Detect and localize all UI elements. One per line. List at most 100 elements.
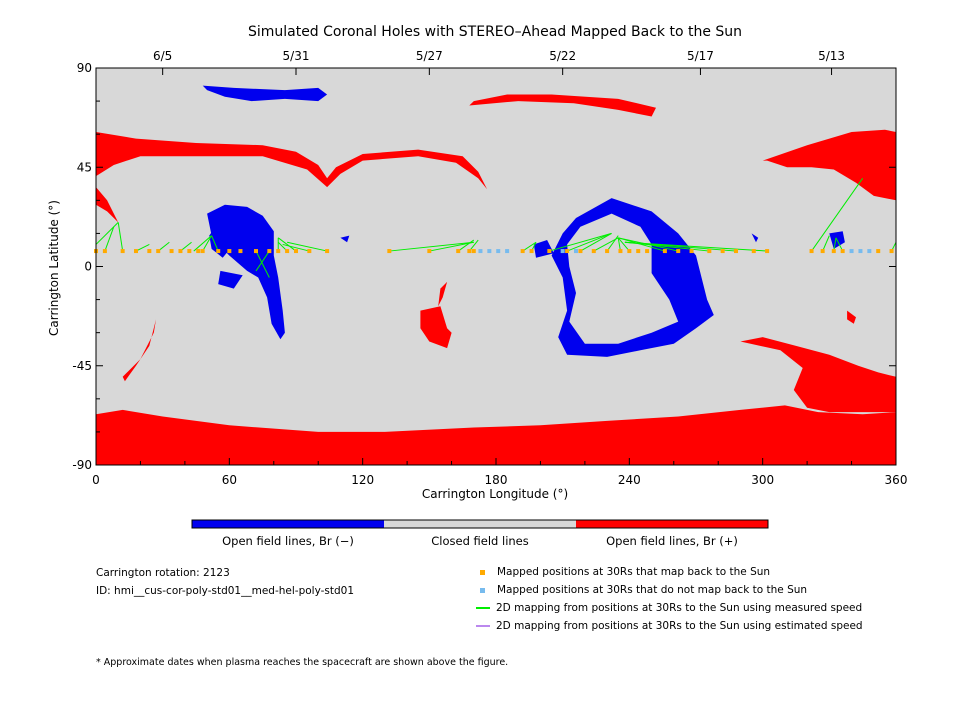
mapping-line bbox=[549, 232, 612, 252]
colorbar-label: Open field lines, Br (+) bbox=[606, 534, 738, 548]
mapped-point bbox=[707, 249, 712, 254]
mapping-line bbox=[617, 237, 621, 252]
legend-item-mapped: Mapped positions at 30Rs that map back t… bbox=[480, 566, 770, 578]
mapped-point bbox=[120, 249, 125, 254]
x-axis-label: Carrington Longitude (°) bbox=[422, 487, 568, 501]
unmapped-point bbox=[478, 249, 483, 254]
mapped-point bbox=[765, 249, 770, 254]
x-tick-label: 0 bbox=[92, 473, 100, 487]
mapping-line bbox=[104, 226, 115, 252]
mapping-line bbox=[833, 237, 837, 252]
mapped-point bbox=[831, 249, 836, 254]
x-tick-label: 300 bbox=[751, 473, 774, 487]
purple-line-icon bbox=[476, 625, 490, 627]
mapped-point bbox=[325, 249, 330, 254]
mapped-point bbox=[467, 249, 472, 254]
mapping-line bbox=[95, 222, 119, 245]
y-tick-label: 0 bbox=[84, 260, 92, 274]
mapped-point bbox=[471, 249, 476, 254]
mapped-point bbox=[578, 249, 583, 254]
mapped-point bbox=[662, 249, 667, 254]
mapping-line bbox=[522, 241, 537, 252]
mapped-point bbox=[427, 249, 432, 254]
mapped-point bbox=[720, 249, 725, 254]
mapped-point bbox=[156, 249, 161, 254]
mapping-line bbox=[202, 235, 212, 252]
mapped-point bbox=[676, 249, 681, 254]
negative-field-region bbox=[533, 240, 554, 258]
mapped-point bbox=[187, 249, 192, 254]
negative-field-region bbox=[202, 85, 328, 102]
mapping-line bbox=[811, 177, 864, 252]
top-date-label: 5/31 bbox=[283, 49, 310, 63]
mapped-point bbox=[178, 249, 183, 254]
legend-label: Mapped positions at 30Rs that do not map… bbox=[497, 584, 808, 596]
field-regions bbox=[96, 68, 896, 465]
unmapped-point bbox=[867, 249, 872, 254]
closed-field-background bbox=[96, 68, 896, 465]
mapping-lines bbox=[95, 177, 897, 278]
y-tick-label: 90 bbox=[77, 61, 92, 75]
y-axis-label: Carrington Latitude (°) bbox=[47, 200, 61, 336]
top-date-label: 5/27 bbox=[416, 49, 443, 63]
mapping-line bbox=[389, 241, 474, 252]
positive-field-region bbox=[420, 306, 452, 349]
positive-field-region bbox=[469, 94, 656, 117]
lightblue-square-icon bbox=[480, 587, 485, 593]
positive-field-region bbox=[96, 187, 119, 223]
mapped-point bbox=[216, 249, 221, 254]
positive-field-region bbox=[96, 405, 896, 465]
mapping-line bbox=[835, 237, 844, 252]
legend-item-measured: 2D mapping from positions at 30Rs to the… bbox=[476, 602, 862, 614]
mapping-line bbox=[117, 222, 124, 252]
mapping-line bbox=[566, 232, 612, 252]
unmapped-point bbox=[849, 249, 854, 254]
x-tick-label: 180 bbox=[485, 473, 508, 487]
mapped-point bbox=[294, 249, 298, 254]
top-date-label: 5/13 bbox=[818, 49, 845, 63]
mapped-point bbox=[565, 249, 570, 254]
colorbar: Open field lines, Br (−) Closed field lin… bbox=[191, 519, 769, 548]
positive-field-region bbox=[438, 281, 448, 307]
mapped-point bbox=[196, 249, 201, 254]
unmapped-point bbox=[496, 249, 501, 254]
colorbar-label: Open field lines, Br (−) bbox=[222, 534, 354, 548]
positive-field-region bbox=[762, 129, 896, 201]
mapping-line bbox=[255, 250, 270, 278]
x-tick-label: 120 bbox=[351, 473, 374, 487]
negative-field-region bbox=[218, 270, 243, 289]
x-tick-label: 60 bbox=[222, 473, 237, 487]
chart-title: Simulated Coronal Holes with STEREO–Ahea… bbox=[248, 24, 742, 40]
green-line-icon bbox=[476, 607, 490, 609]
mapping-line bbox=[211, 235, 219, 252]
mapped-point bbox=[254, 249, 258, 254]
positive-field-region bbox=[96, 132, 488, 190]
top-date-label: 6/5 bbox=[153, 49, 172, 63]
mapped-point bbox=[307, 249, 312, 254]
unmapped-point bbox=[487, 249, 492, 254]
mapped-point bbox=[840, 249, 845, 254]
mapping-line bbox=[193, 235, 212, 252]
mapped-point bbox=[520, 249, 525, 254]
positive-field-region bbox=[740, 337, 896, 413]
mapped-point bbox=[134, 249, 138, 254]
colorbar-frame bbox=[191, 519, 769, 529]
mapped-point bbox=[605, 249, 610, 254]
mapping-line bbox=[822, 235, 830, 252]
mapping-line bbox=[282, 243, 310, 252]
positive-field-region bbox=[122, 319, 156, 382]
mapped-point bbox=[627, 249, 632, 254]
model-id: ID: hmi__cus-cor-poly-std01__med-hel-pol… bbox=[96, 585, 355, 597]
mapping-line bbox=[617, 237, 630, 252]
y-tick-label: -45 bbox=[72, 359, 92, 373]
mapped-point bbox=[267, 249, 272, 254]
mapped-point bbox=[285, 249, 290, 254]
mapping-line bbox=[287, 241, 328, 252]
mapping-line bbox=[580, 232, 612, 252]
mapped-point bbox=[102, 249, 107, 254]
x-tick-label: 360 bbox=[885, 473, 908, 487]
mapping-line bbox=[624, 241, 768, 252]
mapped-point bbox=[618, 249, 623, 254]
mapped-point bbox=[238, 249, 243, 254]
